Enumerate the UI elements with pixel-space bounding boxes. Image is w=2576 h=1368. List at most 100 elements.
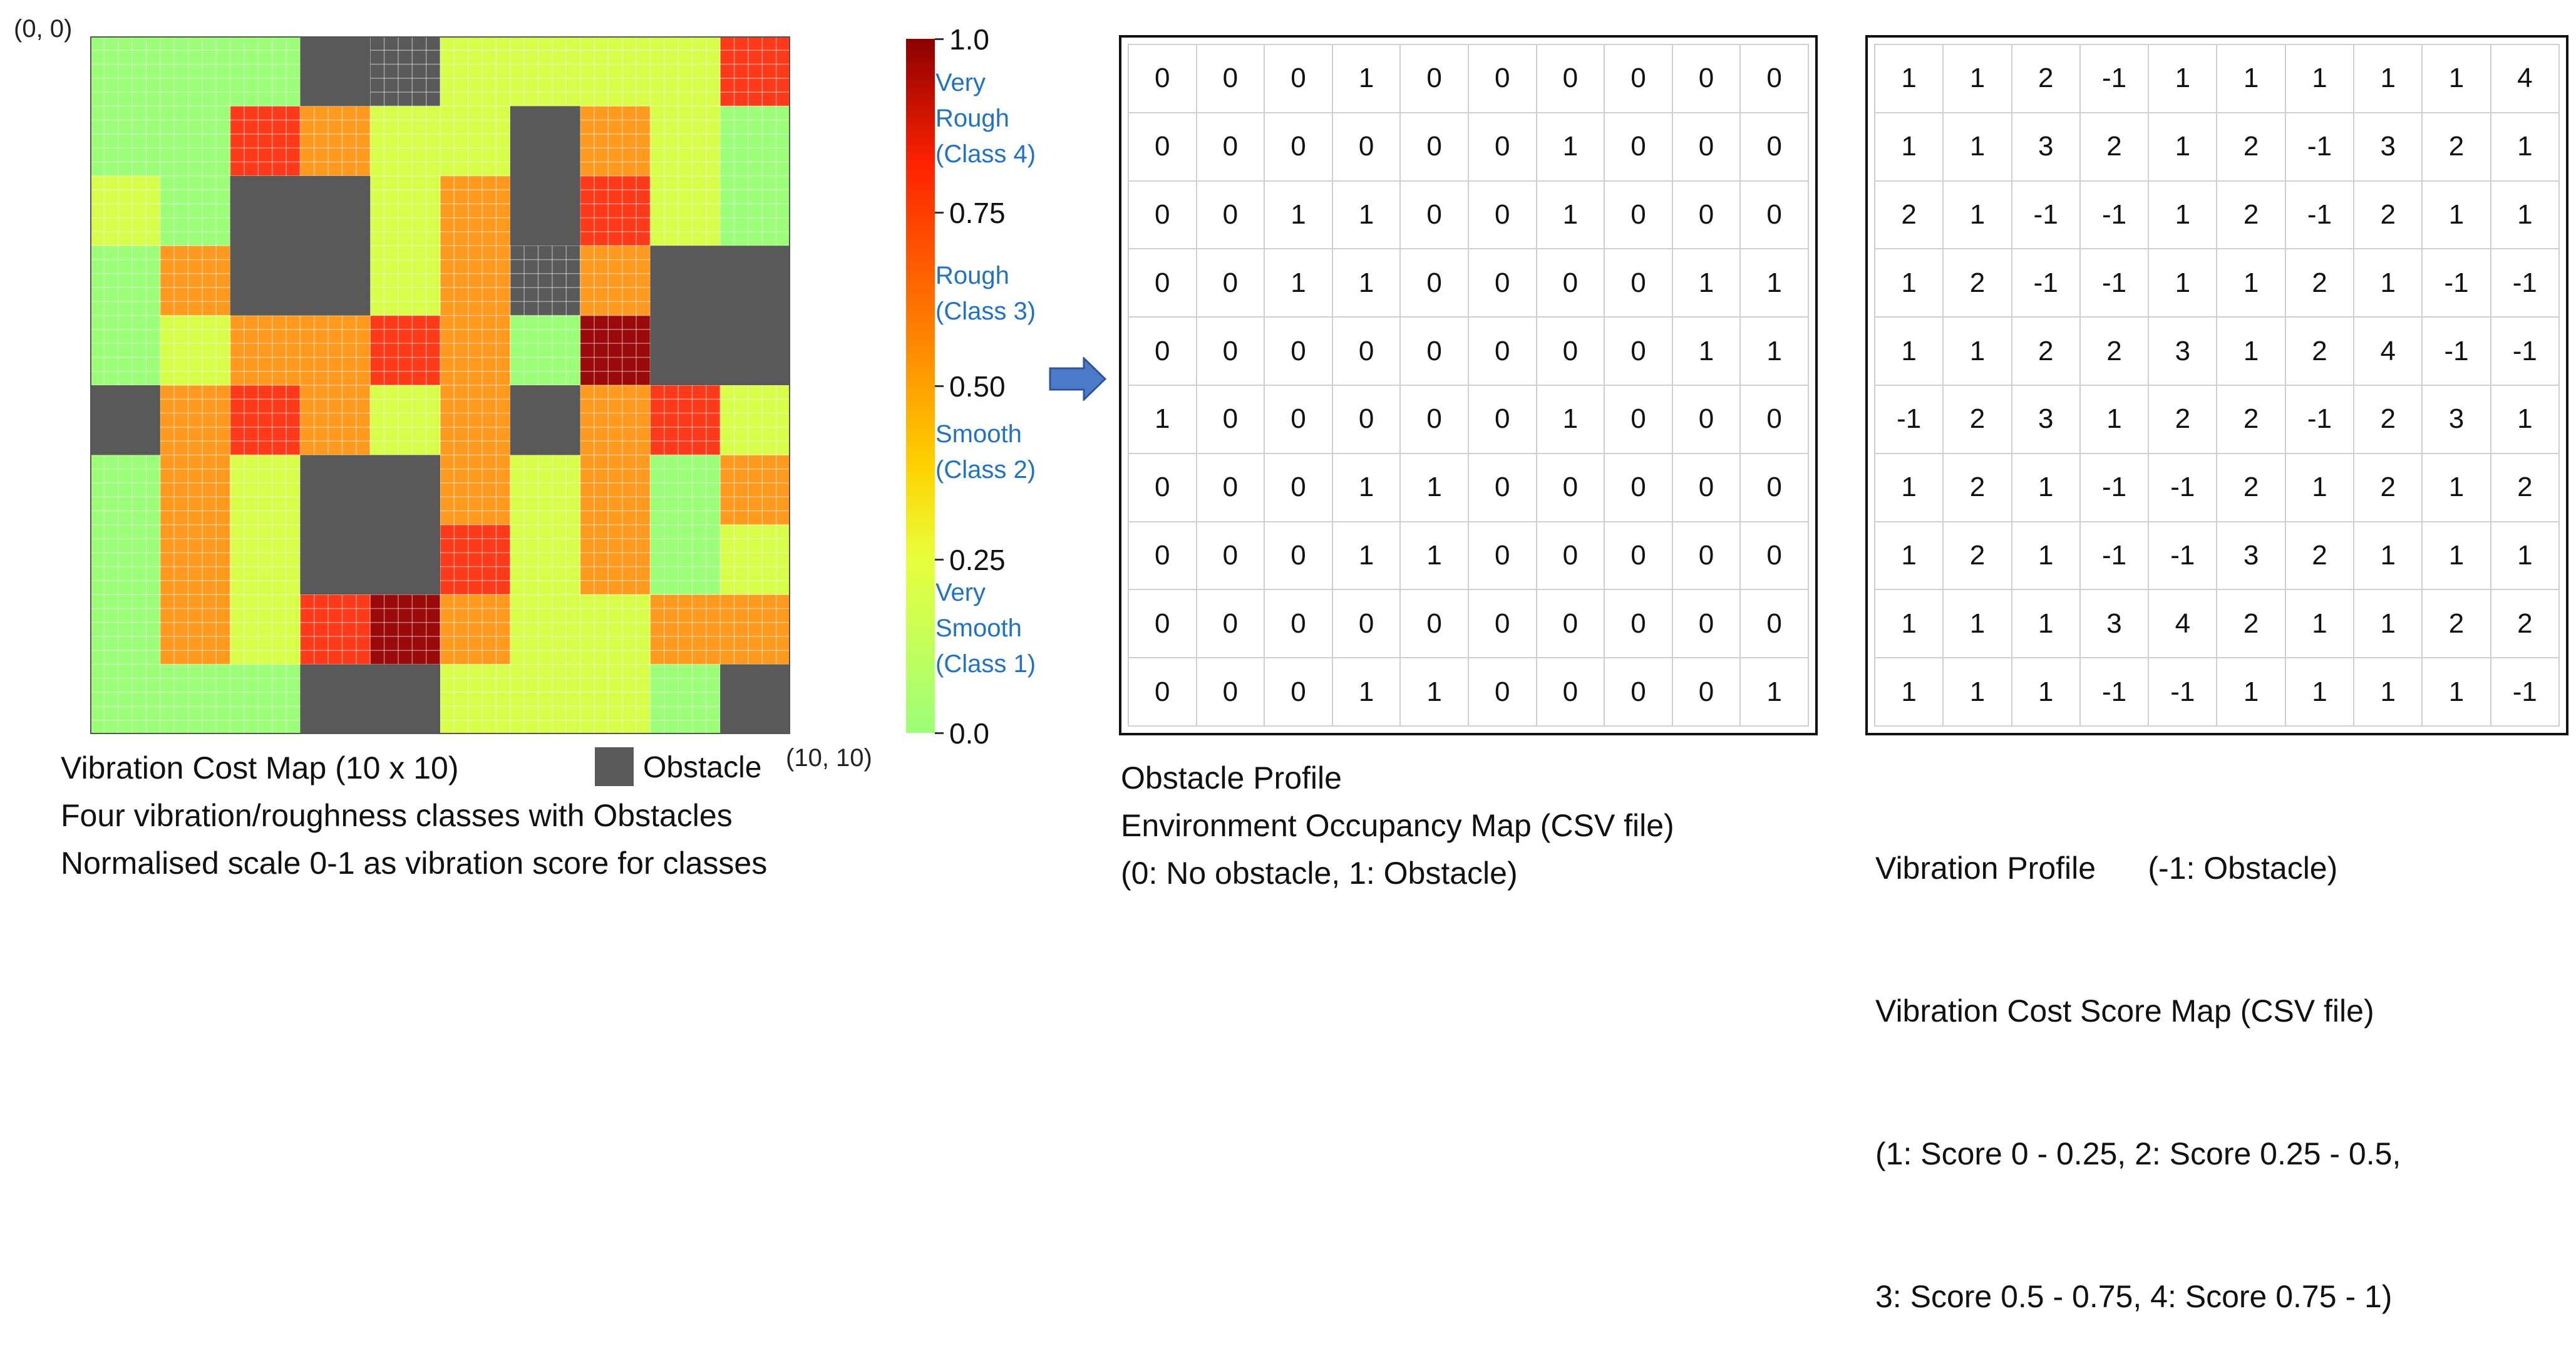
heatmap-cell (580, 175, 651, 246)
obstacle-block (510, 385, 580, 455)
table-cell: 1 (2216, 248, 2286, 318)
heatmap-cell (510, 36, 581, 106)
table-cell: 1 (1128, 384, 1197, 454)
table-cell: 0 (1399, 111, 1469, 182)
table-cell: 1 (2284, 589, 2355, 659)
table-cell: 1 (1331, 657, 1401, 727)
table-cell: 0 (1399, 589, 1469, 659)
colorbar-tick-label: 1.0 (949, 23, 989, 56)
table-cell: 1 (2148, 111, 2218, 182)
table-cell: 0 (1399, 316, 1469, 386)
heatmap-cell (650, 455, 721, 526)
heatmap-cell (580, 594, 651, 665)
table-cell: 2 (2079, 316, 2150, 386)
caption-line: Obstacle Profile (1121, 760, 1342, 795)
table-cell: 1 (1264, 248, 1333, 318)
heatmap-cell (230, 385, 301, 455)
table-cell: 0 (1535, 521, 1605, 591)
table-cell: 1 (1535, 180, 1605, 250)
table-cell: 0 (1195, 111, 1265, 182)
heatmap-cell (440, 385, 511, 455)
table-cell: 0 (1604, 657, 1673, 727)
heatmap-cell (440, 36, 511, 106)
table-cell: 0 (1195, 316, 1265, 386)
table-row: 2 1 -1 -1 1 2 -1 2 1 1 (1873, 180, 2560, 250)
table-cell: 0 (1671, 111, 1741, 182)
table-cell: 1 (2284, 44, 2355, 113)
table-row: 1 2 1 -1 -1 3 2 1 1 1 (1873, 521, 2560, 591)
table-row: 1 2 1 -1 -1 2 1 2 1 2 (1873, 452, 2560, 522)
table-cell: 0 (1671, 44, 1741, 113)
table-cell: -1 (2421, 316, 2491, 386)
table-cell: 1 (2353, 657, 2423, 727)
table-cell: 0 (1264, 316, 1333, 386)
heatmap-cell (90, 246, 161, 316)
table-cell: 1 (1671, 248, 1741, 318)
table-cell: 1 (1873, 44, 1944, 113)
heatmap-cell (370, 594, 441, 665)
table-cell: 1 (2353, 589, 2423, 659)
table-cell: 2 (2421, 111, 2491, 182)
heatmap-cell (580, 664, 651, 734)
heatmap-cell (440, 175, 511, 246)
table-cell: 0 (1128, 452, 1197, 522)
table-cell: 3 (2079, 589, 2150, 659)
table-cell: 0 (1467, 521, 1537, 591)
table-cell: 3 (2353, 111, 2423, 182)
table-cell: -1 (2148, 657, 2218, 727)
table-cell: 1 (1739, 316, 1809, 386)
heatmap-cell (230, 106, 301, 177)
heatmap-cell (650, 524, 721, 595)
origin-coordinate-label: (0, 0) (14, 15, 73, 43)
table-cell: 2 (2421, 589, 2491, 659)
heatmap-cell (650, 106, 721, 177)
table-cell: 0 (1467, 589, 1537, 659)
caption-line: (0: No obstacle, 1: Obstacle) (1121, 856, 1518, 891)
obstacle-block (230, 175, 371, 316)
colorbar-class-label: Very Rough (Class 4) (935, 69, 1036, 168)
table-cell: 0 (1671, 589, 1741, 659)
table-cell: -1 (2011, 180, 2081, 250)
table-cell: 0 (1128, 111, 1197, 182)
table-cell: 0 (1195, 384, 1265, 454)
heatmap-cell (440, 315, 511, 386)
table-cell: 0 (1128, 44, 1197, 113)
heatmap-cell (650, 385, 721, 455)
heatmap-cell (510, 455, 581, 526)
table-cell: 0 (1535, 452, 1605, 522)
heatmap-caption: Vibration Cost Map (10 x 10) Four vibrat… (61, 744, 767, 887)
table-cell: 3 (2011, 111, 2081, 182)
table-cell: 1 (1942, 111, 2012, 182)
heatmap-cell (90, 594, 161, 665)
heatmap-cell (160, 315, 231, 386)
table-cell: 1 (1942, 44, 2012, 113)
table-cell: -1 (2421, 248, 2491, 318)
caption-line: Vibration Cost Score Map (CSV file) (1875, 993, 2374, 1029)
table-cell: 0 (1331, 316, 1401, 386)
table-cell: 0 (1264, 589, 1333, 659)
table-cell: 0 (1264, 384, 1333, 454)
table-cell: 0 (1671, 521, 1741, 591)
heatmap-cell (510, 315, 581, 386)
heatmap-cell (720, 524, 790, 595)
colorbar-tick-label: 0.50 (949, 370, 1006, 403)
heatmap-cell (720, 594, 790, 665)
table-cell: 2 (1942, 248, 2012, 318)
colorbar-class-label: Very Smooth (Class 1) (935, 579, 1036, 678)
table-cell: 2 (2284, 521, 2355, 591)
obstacle-profile-caption: Obstacle Profile Environment Occupancy M… (1121, 754, 1674, 897)
table-cell: 2 (2353, 384, 2423, 454)
table-cell: 1 (1873, 248, 1944, 318)
table-cell: 1 (2216, 657, 2286, 727)
table-cell: 2 (2490, 452, 2560, 522)
heatmap-cell (300, 315, 371, 386)
table-cell: 1 (1671, 316, 1741, 386)
table-cell: -1 (2079, 248, 2150, 318)
heatmap-cell (160, 524, 231, 595)
